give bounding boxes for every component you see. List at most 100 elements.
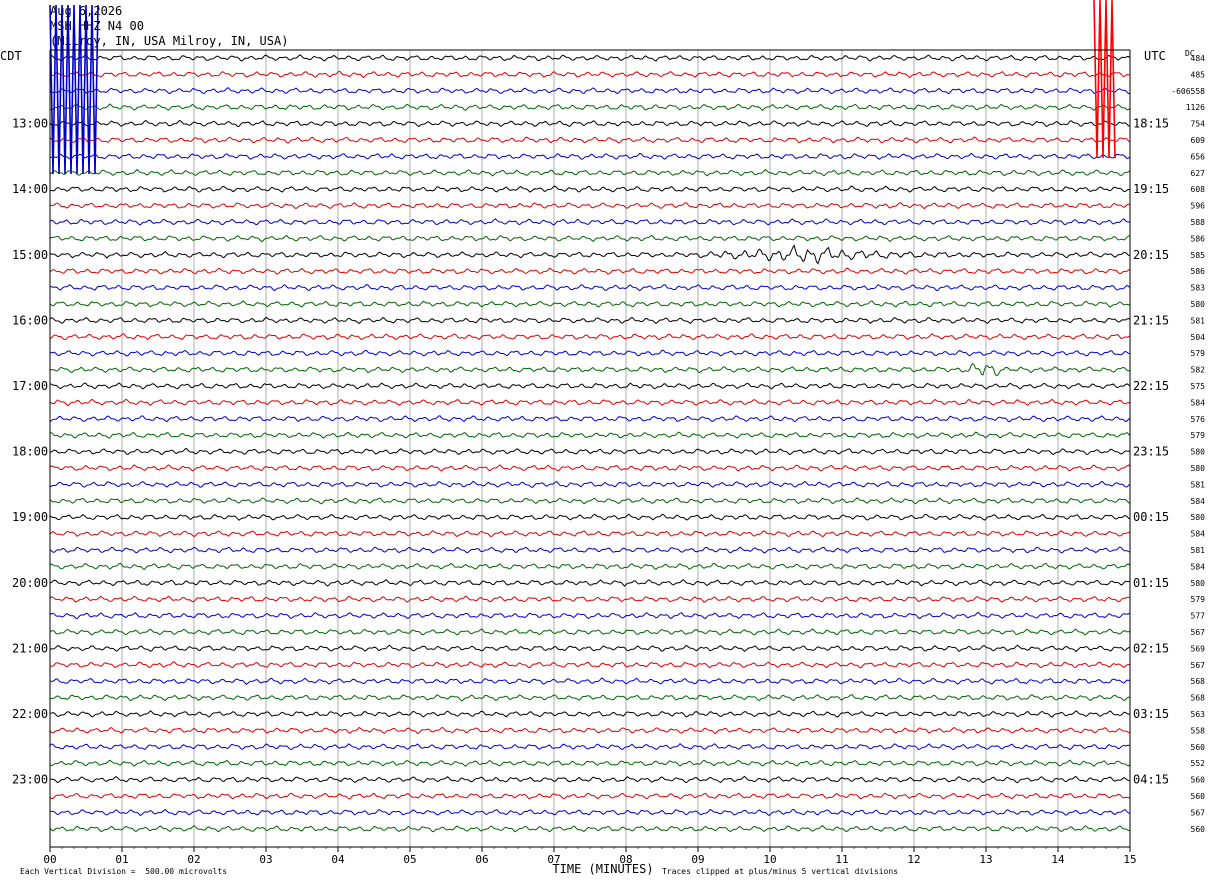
seismic-trace — [49, 447, 1131, 456]
right-hour-label: 21:15 — [1133, 313, 1169, 327]
left-hour-label: 14:00 — [12, 182, 48, 196]
x-tick-label: 01 — [115, 853, 128, 866]
seismic-trace — [49, 595, 1131, 603]
x-tick-label: 06 — [475, 853, 488, 866]
trace-group — [49, 54, 1131, 833]
right-hour-label: 23:15 — [1133, 445, 1169, 459]
seismic-trace — [49, 464, 1131, 472]
x-tick-label: 09 — [691, 853, 704, 866]
seismic-trace — [49, 362, 1131, 377]
seismic-trace — [49, 267, 1131, 275]
right-hour-label: 01:15 — [1133, 576, 1169, 590]
seismic-trace — [49, 825, 1131, 833]
left-hour-label: 20:00 — [12, 576, 48, 590]
seismic-trace — [49, 480, 1131, 488]
dc-offset-label: 581 — [1191, 480, 1206, 489]
left-hour-label: 22:00 — [12, 707, 48, 721]
x-tick-label: 10 — [763, 853, 776, 866]
right-timezone-label: UTC — [1144, 49, 1166, 63]
clip-overlays — [49, 0, 1116, 175]
dc-offset-label: 580 — [1191, 448, 1206, 457]
seismic-trace — [49, 743, 1131, 751]
seismic-trace — [49, 382, 1131, 390]
seismic-trace — [49, 694, 1131, 702]
x-tick-label: 12 — [907, 853, 920, 866]
x-tick-label: 00 — [43, 853, 56, 866]
right-hour-label: 22:15 — [1133, 379, 1169, 393]
seismic-trace — [49, 611, 1131, 620]
dc-offset-label: 579 — [1191, 431, 1206, 440]
dc-offset-label: 588 — [1191, 218, 1206, 227]
seismic-trace — [49, 661, 1131, 669]
dc-offset-label: 584 — [1191, 562, 1206, 571]
seismic-trace — [49, 136, 1131, 144]
seismic-trace — [50, 431, 1131, 439]
dc-offset-label: 575 — [1191, 382, 1206, 391]
seismic-trace — [49, 103, 1131, 112]
dc-offset-label: 581 — [1191, 546, 1206, 555]
seismic-trace — [49, 398, 1131, 407]
dc-offset-label: 568 — [1191, 694, 1206, 703]
dc-offset-label: 585 — [1191, 251, 1206, 260]
seismic-trace — [49, 497, 1131, 505]
axes-group: 00 01 02 03 04 05 06 07 08 09 10 11 12 13 14 15 13:00 18:… — [12, 49, 1206, 866]
clipped-trace-segment — [1093, 0, 1116, 159]
seismic-trace — [49, 710, 1131, 718]
dc-offset-label: 627 — [1191, 169, 1206, 178]
dc-offset-label: 754 — [1191, 120, 1206, 129]
left-timezone-label: CDT — [0, 49, 22, 63]
left-hour-label: 19:00 — [12, 510, 48, 524]
dc-offset-label: 558 — [1191, 726, 1206, 735]
grid-lines — [121, 50, 1059, 847]
left-hour-label: 16:00 — [12, 313, 48, 327]
dc-offset-label: 579 — [1191, 349, 1206, 358]
right-hour-label: 03:15 — [1133, 707, 1169, 721]
seismic-trace — [49, 87, 1131, 95]
clip-note: Traces clipped at plus/minus 5 vertical … — [662, 867, 899, 876]
x-tick-label: 14 — [1051, 853, 1065, 866]
seismic-trace — [49, 119, 1131, 128]
x-tick-label: 05 — [403, 853, 416, 866]
dc-offset-label: 552 — [1191, 759, 1206, 768]
dc-label: DC — [1185, 49, 1195, 58]
x-tick-label: 15 — [1123, 853, 1136, 866]
seismic-trace — [49, 152, 1131, 160]
dc-offset-label: 504 — [1191, 333, 1206, 342]
dc-offset-label: 656 — [1191, 152, 1206, 161]
dc-offset-label: 582 — [1191, 366, 1206, 375]
seismic-trace — [50, 185, 1131, 193]
seismic-trace — [49, 530, 1131, 538]
seismic-trace — [49, 579, 1131, 587]
dc-offset-label: 580 — [1191, 579, 1206, 588]
dc-offset-label: 609 — [1191, 136, 1206, 145]
seismic-trace — [49, 168, 1131, 177]
seismic-trace — [49, 54, 1131, 62]
right-hour-label: 00:15 — [1133, 510, 1169, 524]
seismic-trace — [49, 332, 1131, 341]
seismic-trace — [49, 234, 1131, 243]
seismic-trace — [49, 792, 1131, 800]
dc-offset-label: 567 — [1191, 808, 1206, 817]
dc-offset-label: 563 — [1191, 710, 1206, 719]
seismic-trace — [49, 513, 1131, 521]
dc-offset-label: 560 — [1191, 743, 1206, 752]
dc-offset-label: 583 — [1191, 284, 1206, 293]
dc-offset-label: 581 — [1191, 316, 1206, 325]
seismic-trace — [49, 201, 1131, 210]
seismic-trace — [49, 759, 1131, 767]
dc-offset-label: 560 — [1191, 792, 1206, 801]
x-tick-label: 07 — [547, 853, 560, 866]
dc-offset-label: 577 — [1191, 612, 1206, 621]
dc-offset-label: 568 — [1191, 677, 1206, 686]
dc-offset-label: 560 — [1191, 776, 1206, 785]
x-axis-label: TIME (MINUTES) — [552, 862, 653, 876]
seismic-trace — [49, 300, 1131, 308]
seismic-trace — [49, 244, 1131, 265]
dc-offset-label: 1126 — [1186, 103, 1205, 112]
right-hour-label: 20:15 — [1133, 248, 1169, 262]
dc-offset-label: 586 — [1191, 267, 1206, 276]
dc-offset-label: 584 — [1191, 398, 1206, 407]
dc-offset-label: 579 — [1191, 595, 1206, 604]
dc-offset-label: 584 — [1191, 530, 1206, 539]
